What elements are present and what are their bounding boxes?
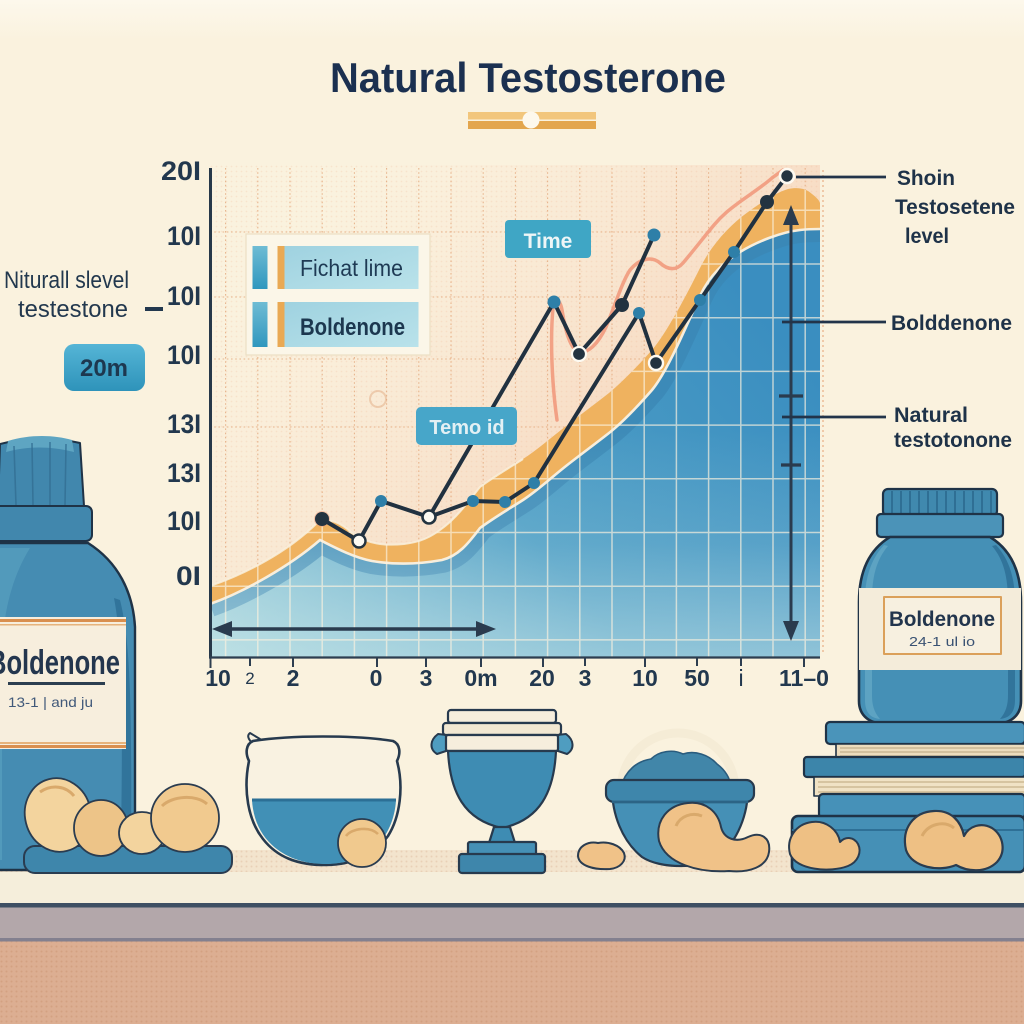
svg-text:10I: 10I bbox=[167, 506, 201, 536]
svg-text:0I: 0I bbox=[176, 561, 201, 591]
svg-text:Testosetene: Testosetene bbox=[895, 196, 1015, 219]
svg-text:Natural Testosterone: Natural Testosterone bbox=[330, 54, 726, 101]
svg-text:Boldenone: Boldenone bbox=[300, 314, 405, 341]
svg-text:20: 20 bbox=[529, 665, 555, 691]
svg-text:20I: 20I bbox=[161, 156, 201, 186]
svg-text:13I: 13I bbox=[167, 458, 201, 488]
svg-text:level: level bbox=[905, 225, 949, 248]
svg-text:Temo id: Temo id bbox=[429, 417, 504, 439]
svg-text:3: 3 bbox=[579, 665, 592, 691]
svg-text:10I: 10I bbox=[167, 221, 201, 251]
svg-text:2: 2 bbox=[245, 669, 254, 688]
svg-text:testotonone: testotonone bbox=[894, 429, 1012, 452]
svg-text:Shoin: Shoin bbox=[897, 167, 955, 190]
svg-text:2: 2 bbox=[287, 665, 300, 691]
svg-text:11–0: 11–0 bbox=[779, 665, 829, 691]
svg-text:10: 10 bbox=[205, 665, 231, 691]
svg-text:10: 10 bbox=[632, 665, 658, 691]
svg-text:3: 3 bbox=[420, 665, 433, 691]
svg-text:13I: 13I bbox=[167, 409, 201, 439]
svg-text:Boldenone: Boldenone bbox=[0, 644, 120, 682]
svg-text:Boldenone: Boldenone bbox=[889, 608, 995, 631]
svg-text:10I: 10I bbox=[167, 281, 201, 311]
svg-text:i: i bbox=[738, 665, 743, 691]
svg-text:50: 50 bbox=[684, 665, 710, 691]
svg-text:Niturall slevel: Niturall slevel bbox=[4, 267, 129, 294]
svg-text:testestone: testestone bbox=[18, 296, 128, 323]
svg-text:Time: Time bbox=[524, 230, 573, 253]
svg-text:13-1 | and ju: 13-1 | and ju bbox=[8, 694, 93, 710]
svg-text:Fichat lime: Fichat lime bbox=[300, 255, 403, 281]
svg-text:0: 0 bbox=[370, 665, 383, 691]
svg-text:24-1 ul io: 24-1 ul io bbox=[909, 634, 975, 649]
svg-text:10I: 10I bbox=[167, 340, 201, 370]
svg-text:Natural: Natural bbox=[894, 404, 968, 427]
svg-text:0m: 0m bbox=[464, 665, 497, 691]
svg-text:Bolddenone: Bolddenone bbox=[891, 312, 1012, 335]
svg-text:20m: 20m bbox=[80, 355, 128, 382]
